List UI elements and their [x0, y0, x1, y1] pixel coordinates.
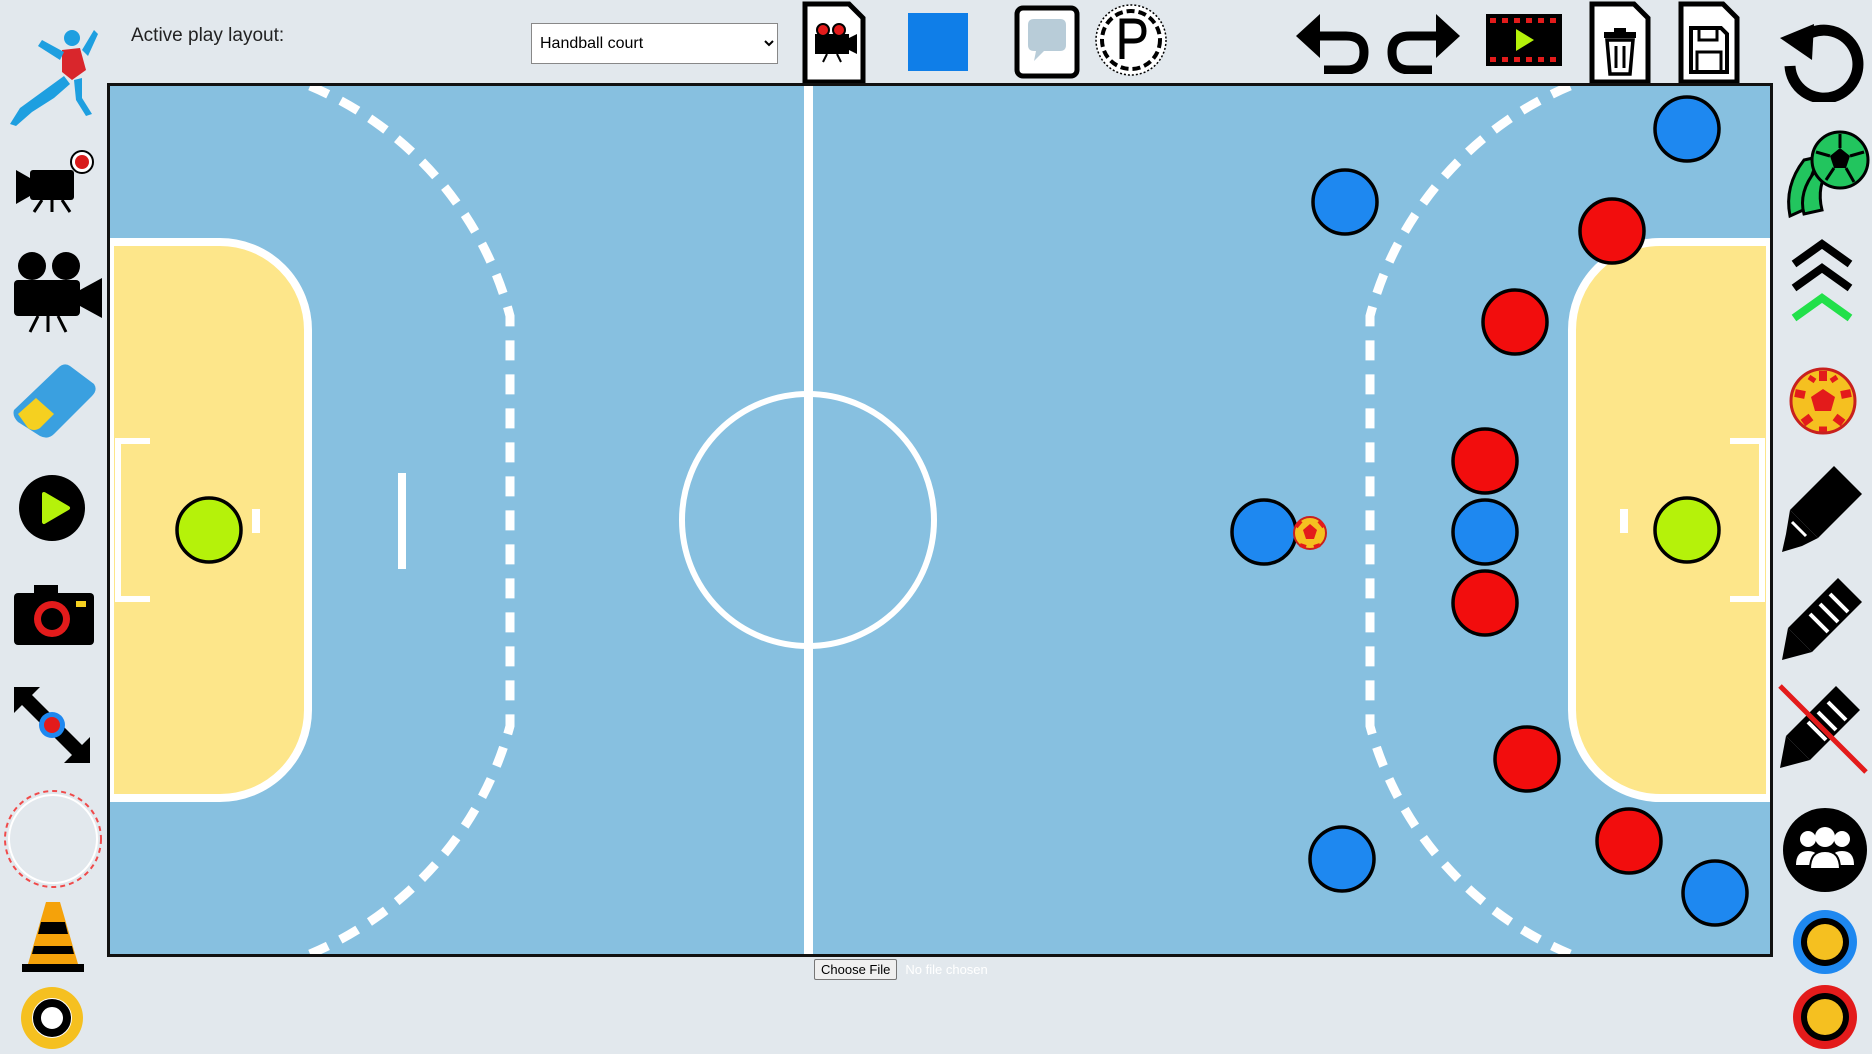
parking-icon[interactable] — [1094, 3, 1168, 77]
player-blue — [1311, 168, 1379, 236]
ball-icon — [1293, 516, 1327, 550]
reset-icon[interactable] — [1778, 18, 1870, 102]
player-red — [1493, 725, 1561, 793]
red-ring-icon[interactable] — [1791, 983, 1859, 1051]
film-play-icon[interactable] — [1486, 14, 1562, 66]
dashed-circle-icon[interactable] — [2, 788, 104, 890]
ring-icon[interactable] — [19, 985, 85, 1051]
speech-bubble-icon[interactable] — [1014, 5, 1080, 79]
cone-icon[interactable] — [20, 900, 86, 974]
eraser-icon[interactable] — [10, 362, 100, 444]
pencil-off-icon[interactable] — [1776, 680, 1870, 776]
court-markings — [110, 86, 1770, 954]
file-input-row: Choose File No file chosen — [814, 958, 988, 980]
pencil-icon[interactable] — [1778, 572, 1868, 664]
player-red — [1451, 427, 1519, 495]
team-icon[interactable] — [1782, 807, 1868, 893]
right-goal — [1730, 438, 1765, 602]
player-blue — [1681, 859, 1749, 927]
player-red — [1451, 569, 1519, 637]
left-free-throw-line — [308, 86, 515, 954]
player-blue — [1653, 95, 1721, 163]
handball-court[interactable] — [107, 83, 1773, 957]
choose-file-button[interactable]: Choose File — [814, 958, 898, 980]
layout-label: Active play layout: — [131, 25, 285, 46]
blue-ring-icon[interactable] — [1791, 908, 1859, 976]
photo-camera-icon[interactable] — [12, 583, 96, 647]
player-blue — [1308, 825, 1376, 893]
player-goalkeeper — [1653, 496, 1721, 564]
clipboard-camera-icon[interactable] — [801, 0, 867, 84]
record-camera-icon[interactable] — [12, 148, 96, 214]
player-blue — [1451, 498, 1519, 566]
right-4m-mark — [1620, 509, 1628, 533]
player-goalkeeper — [175, 496, 243, 564]
redo-icon[interactable] — [1384, 8, 1462, 74]
player-red — [1578, 197, 1646, 265]
undo-icon[interactable] — [1294, 8, 1372, 74]
handball-icon[interactable] — [1789, 367, 1857, 435]
chevrons-up-icon[interactable] — [1790, 238, 1854, 328]
player-red — [1595, 807, 1663, 875]
trash-icon[interactable] — [1588, 0, 1652, 84]
layout-select[interactable]: Handball court — [531, 23, 778, 64]
centre-circle — [679, 391, 937, 649]
file-status: No file chosen — [905, 961, 988, 977]
left-4m-mark — [252, 509, 260, 533]
left-7m-mark — [398, 473, 406, 569]
player-red — [1481, 288, 1549, 356]
centre-line — [804, 86, 813, 954]
marker-icon[interactable] — [1778, 460, 1868, 556]
save-icon[interactable] — [1677, 0, 1741, 84]
resize-icon[interactable] — [10, 683, 94, 767]
left-goal — [115, 438, 150, 602]
handball-player-logo-icon[interactable] — [2, 20, 102, 130]
movie-camera-icon[interactable] — [8, 250, 104, 334]
color-swatch-icon[interactable] — [908, 13, 968, 71]
play-icon[interactable] — [18, 474, 86, 542]
player-blue — [1230, 498, 1298, 566]
right-free-throw-line — [1365, 86, 1572, 954]
soccer-ball-icon[interactable] — [1782, 126, 1870, 222]
